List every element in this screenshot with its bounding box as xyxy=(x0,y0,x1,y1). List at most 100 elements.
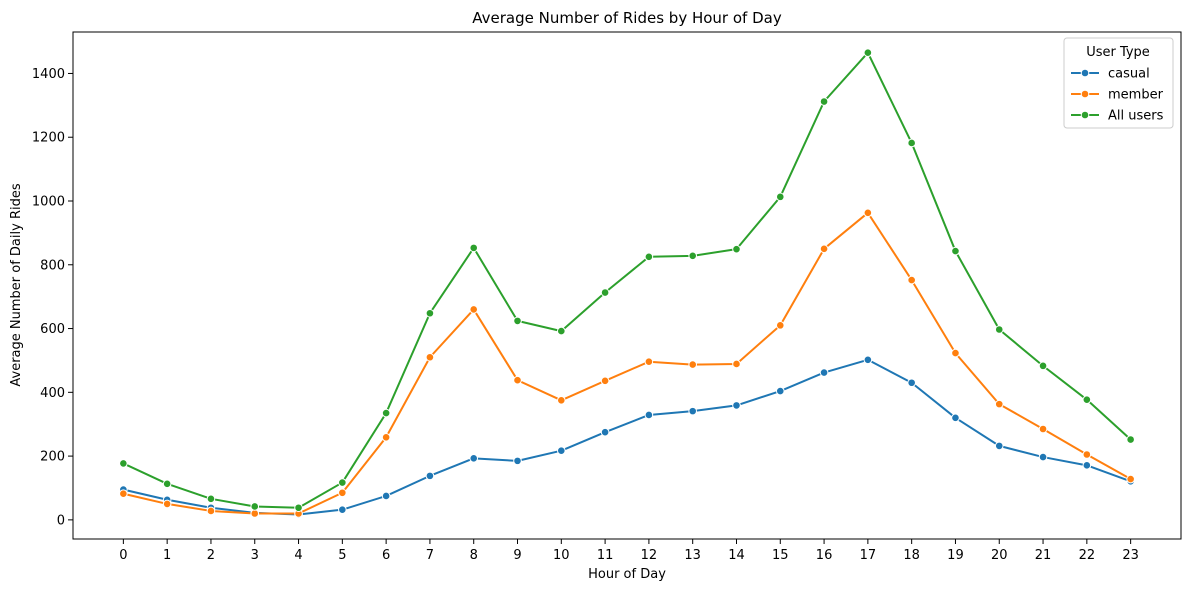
data-point-member xyxy=(994,399,1004,409)
data-point-member xyxy=(1126,474,1135,484)
data-point-member xyxy=(688,360,697,369)
data-point-all-users xyxy=(819,97,829,106)
data-point-all-users xyxy=(206,494,216,504)
data-point-member xyxy=(250,509,260,518)
data-point-casual xyxy=(732,401,741,410)
y-tick-label: 1400 xyxy=(32,67,65,82)
data-point-all-users xyxy=(688,251,697,261)
plot-frame xyxy=(72,31,1182,540)
data-point-member xyxy=(425,352,435,362)
data-point-casual xyxy=(863,355,873,365)
y-axis-title: Average Number of Daily Rides xyxy=(9,183,24,386)
x-axis-title: Hour of Day xyxy=(588,567,666,582)
data-point-member xyxy=(338,488,347,498)
plot-area: 0 1 2 3 4 5 6 7 8 9 10 11 12 13 14 15 16 17 18 19 20 21 22 2302… xyxy=(32,31,1182,563)
data-point-casual xyxy=(425,471,435,481)
data-point-member xyxy=(381,432,391,442)
x-tick-label: 13 xyxy=(684,548,701,563)
x-tick-label: 3 xyxy=(251,548,259,563)
legend-marker-member xyxy=(1080,89,1090,99)
data-point-member xyxy=(469,305,479,314)
x-tick-label: 17 xyxy=(860,548,877,563)
data-point-casual xyxy=(381,491,391,501)
data-point-member xyxy=(600,376,610,386)
x-tick-label: 12 xyxy=(641,548,658,563)
x-tick-label: 9 xyxy=(513,548,521,563)
x-tick-label: 16 xyxy=(816,548,833,563)
series-line-casual xyxy=(123,358,1131,516)
x-tick-label: 15 xyxy=(772,548,789,563)
data-point-all-users xyxy=(1038,361,1048,371)
legend-label-all-users: All users xyxy=(1108,109,1164,124)
data-point-all-users xyxy=(469,243,479,253)
data-point-all-users xyxy=(775,192,785,202)
data-point-casual xyxy=(907,378,916,388)
data-point-casual xyxy=(513,456,522,466)
data-point-casual xyxy=(819,368,829,377)
data-point-all-users xyxy=(425,308,435,318)
data-point-all-users xyxy=(994,325,1004,334)
data-point-casual xyxy=(1082,461,1092,470)
data-point-all-users xyxy=(600,288,610,297)
x-tick-label: 10 xyxy=(553,548,570,563)
data-point-member xyxy=(907,275,916,285)
data-point-all-users xyxy=(1126,435,1135,444)
x-tick-label: 6 xyxy=(382,548,390,563)
legend-label-casual: casual xyxy=(1108,67,1150,82)
data-point-all-users xyxy=(1082,395,1092,404)
data-point-casual xyxy=(775,386,785,396)
data-point-all-users xyxy=(951,246,960,256)
data-point-member xyxy=(1038,424,1048,434)
data-point-member xyxy=(162,499,172,509)
y-tick-label: 400 xyxy=(40,386,65,401)
y-tick-label: 1200 xyxy=(32,131,65,146)
data-point-casual xyxy=(951,413,960,423)
legend-marker-all-users xyxy=(1080,110,1090,120)
x-tick-label: 14 xyxy=(728,548,745,563)
data-point-casual xyxy=(469,454,479,463)
data-point-all-users xyxy=(119,459,128,468)
data-point-member xyxy=(644,357,654,367)
data-point-all-users xyxy=(732,244,741,254)
data-point-member xyxy=(1082,450,1092,459)
series-line-all-users xyxy=(122,51,1132,509)
x-tick-label: 11 xyxy=(597,548,614,563)
data-point-all-users xyxy=(557,326,566,336)
legend: User Type casual member All users xyxy=(1063,37,1174,129)
data-point-casual xyxy=(644,410,654,420)
series-line-member xyxy=(123,211,1132,515)
data-point-member xyxy=(951,348,960,358)
data-point-casual xyxy=(600,427,610,437)
chart-title: Average Number of Rides by Hour of Day xyxy=(472,9,782,27)
x-tick-label: 8 xyxy=(470,548,478,563)
legend-title: User Type xyxy=(1086,45,1150,60)
y-tick-label: 0 xyxy=(57,513,65,528)
x-tick-label: 20 xyxy=(991,548,1008,563)
data-point-member xyxy=(513,375,522,385)
x-tick-label: 2 xyxy=(207,548,215,563)
data-point-casual xyxy=(688,406,697,416)
data-point-member xyxy=(775,321,785,330)
data-point-all-users xyxy=(513,316,522,326)
data-point-member xyxy=(863,208,873,218)
data-point-all-users xyxy=(294,503,303,513)
data-point-member xyxy=(206,506,216,516)
y-tick-label: 600 xyxy=(40,322,65,337)
x-tick-label: 19 xyxy=(947,548,964,563)
data-point-all-users xyxy=(644,252,654,262)
data-point-member xyxy=(732,359,741,369)
legend-frame xyxy=(1063,37,1174,129)
y-tick-label: 800 xyxy=(40,258,65,273)
x-tick-label: 5 xyxy=(338,548,346,563)
data-point-member xyxy=(557,395,566,405)
x-tick-label: 0 xyxy=(119,548,127,563)
data-point-casual xyxy=(1038,452,1048,462)
legend-label-member: member xyxy=(1108,88,1164,103)
x-tick-label: 1 xyxy=(163,548,171,563)
x-tick-label: 4 xyxy=(294,548,302,563)
data-point-all-users xyxy=(863,48,873,58)
y-tick-label: 200 xyxy=(40,450,65,465)
data-point-member xyxy=(119,489,128,499)
